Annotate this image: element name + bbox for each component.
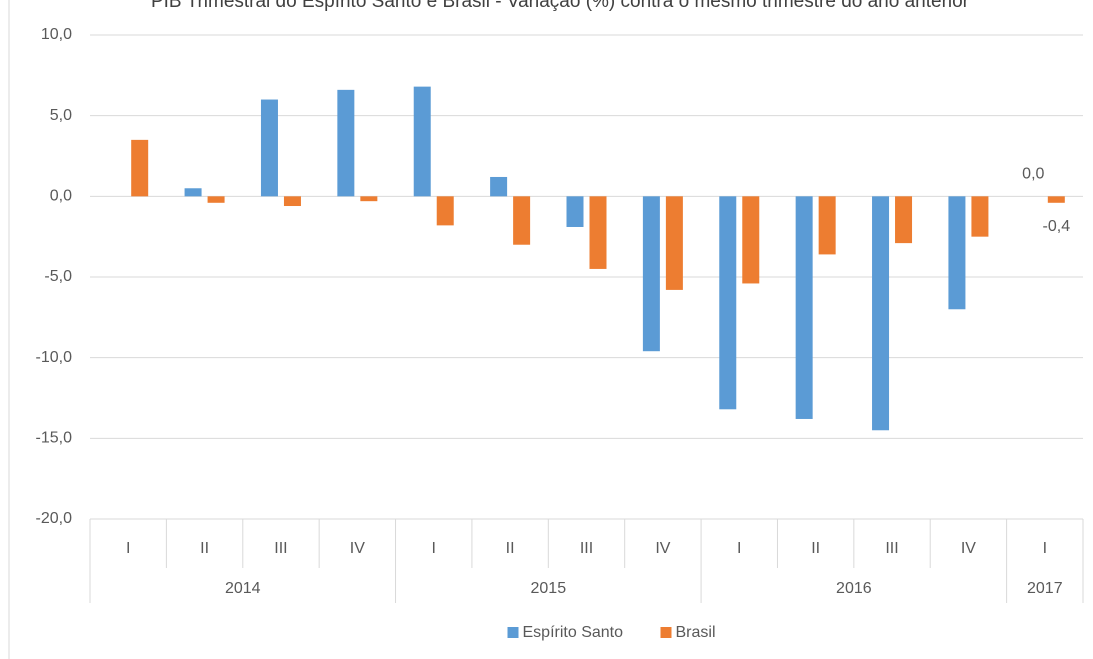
bar: [413, 86, 431, 197]
bar: [337, 89, 355, 197]
bar: [948, 196, 966, 310]
bar: [642, 196, 660, 352]
bar: [131, 139, 149, 197]
bar: [719, 196, 737, 410]
x-tick-label: I: [126, 540, 130, 557]
y-tick-label: 0,0: [50, 188, 72, 205]
bar: [566, 196, 584, 227]
chart-title: PIB Trimestral do Espírito Santo e Brasi…: [151, 0, 970, 12]
x-group-label: 2014: [225, 580, 261, 597]
data-label: -0,4: [1043, 218, 1071, 235]
x-group-label: 2015: [531, 580, 567, 597]
x-tick-label: IV: [655, 540, 670, 557]
legend-swatch: [660, 627, 672, 638]
bar: [207, 196, 225, 203]
x-tick-label: I: [432, 540, 436, 557]
y-tick-label: -10,0: [36, 349, 73, 366]
y-tick-label: -5,0: [44, 268, 72, 285]
bar: [589, 196, 607, 269]
bar: [260, 99, 278, 197]
x-tick-label: I: [1043, 540, 1047, 557]
x-tick-label: II: [200, 540, 209, 557]
legend-label: Espírito Santo: [523, 624, 624, 641]
bar: [360, 196, 378, 202]
y-tick-label: -20,0: [36, 510, 73, 527]
x-group-label: 2017: [1027, 580, 1063, 597]
x-tick-label: IV: [350, 540, 365, 557]
y-tick-label: 10,0: [41, 26, 72, 43]
bar: [872, 196, 890, 431]
bar: [971, 196, 989, 237]
x-tick-label: III: [885, 540, 898, 557]
legend-swatch: [507, 627, 519, 638]
x-tick-label: III: [580, 540, 593, 557]
x-tick-label: II: [811, 540, 820, 557]
x-group-label: 2016: [836, 580, 872, 597]
x-tick-label: IV: [961, 540, 976, 557]
bar: [436, 196, 454, 226]
bar: [795, 196, 813, 419]
legend-label: Brasil: [676, 624, 716, 641]
x-tick-label: III: [274, 540, 287, 557]
bar: [513, 196, 531, 245]
bar: [184, 188, 202, 197]
bar: [1047, 196, 1065, 203]
bar: [895, 196, 913, 244]
x-tick-label: I: [737, 540, 741, 557]
x-tick-label: II: [506, 540, 515, 557]
bar: [742, 196, 760, 284]
bar: [665, 196, 683, 290]
bar: [490, 176, 508, 197]
bar: [818, 196, 836, 255]
data-label: 0,0: [1022, 166, 1044, 183]
y-tick-label: 5,0: [50, 107, 72, 124]
bar: [283, 196, 301, 207]
y-tick-label: -15,0: [36, 430, 73, 447]
